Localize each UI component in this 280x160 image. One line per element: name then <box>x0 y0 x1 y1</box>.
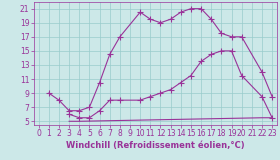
X-axis label: Windchill (Refroidissement éolien,°C): Windchill (Refroidissement éolien,°C) <box>66 141 245 150</box>
